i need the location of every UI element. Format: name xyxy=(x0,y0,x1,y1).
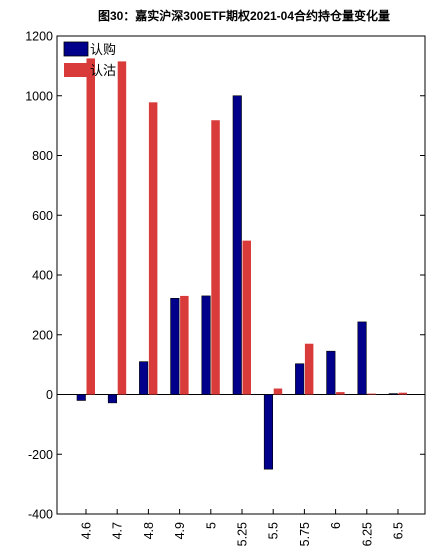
bar-put-5.25 xyxy=(242,240,251,395)
legend-swatch-call xyxy=(63,41,89,57)
bar-put-6.25 xyxy=(367,393,376,395)
x-tick-label: 5.25 xyxy=(236,522,250,546)
y-tick-label: 400 xyxy=(32,269,53,283)
x-tick-label: 4.7 xyxy=(111,522,125,539)
y-tick-label: 600 xyxy=(32,209,53,223)
legend-label-put: 认沽 xyxy=(90,63,116,78)
bar-put-6.5 xyxy=(398,392,407,395)
bar-put-4.7 xyxy=(117,61,127,395)
bar-call-6.5 xyxy=(388,393,398,395)
bar-call-4.9 xyxy=(170,298,180,395)
chart-title: 图30：嘉实沪深300ETF期权2021-04合约持仓量变化量 xyxy=(98,8,390,23)
x-tick-label: 5 xyxy=(204,522,218,529)
bar-put-5.75 xyxy=(304,343,314,395)
x-tick-label: 4.6 xyxy=(80,522,94,539)
x-tick-label: 6.25 xyxy=(360,522,374,546)
bar-call-5.25 xyxy=(232,95,242,395)
bar-call-4.7 xyxy=(107,394,117,404)
bar-put-4.9 xyxy=(180,295,189,395)
x-tick-label: 5.5 xyxy=(267,522,281,539)
bar-call-4.8 xyxy=(139,361,149,395)
y-tick-label: -200 xyxy=(28,448,53,462)
x-tick-label: 4.8 xyxy=(142,522,156,539)
bar-put-5 xyxy=(211,120,220,395)
bar-put-4.6 xyxy=(86,58,95,395)
bar-put-5.5 xyxy=(273,388,283,395)
x-tick-label: 6 xyxy=(329,522,343,529)
bars xyxy=(76,58,407,470)
bar-call-4.6 xyxy=(76,394,86,401)
legend: 认购 认沽 xyxy=(63,41,116,78)
y-tick-label: 1200 xyxy=(25,30,53,44)
y-tick-label: 0 xyxy=(46,388,53,402)
legend-label-call: 认购 xyxy=(90,42,116,57)
bar-put-6 xyxy=(336,392,345,395)
legend-swatch-put xyxy=(64,63,88,77)
bar-call-5.5 xyxy=(263,394,274,470)
y-tick-label: 800 xyxy=(32,149,53,163)
bar-call-5.75 xyxy=(295,363,305,395)
bar-call-6.25 xyxy=(357,321,367,395)
y-tick-label: -400 xyxy=(28,508,53,522)
bar-call-5 xyxy=(201,295,211,395)
x-axis: 4.6 4.7 4.8 4.9 5 5.25 5.5 5.75 6 6.25 6.5 xyxy=(80,509,406,546)
y-tick-label: 200 xyxy=(32,328,53,342)
y-tick-label: 1000 xyxy=(25,89,53,103)
bar-put-4.8 xyxy=(148,102,158,395)
x-tick-label: 4.9 xyxy=(173,522,187,539)
x-tick-label: 5.75 xyxy=(298,522,312,546)
x-tick-label: 6.5 xyxy=(392,522,406,539)
bar-call-6 xyxy=(326,350,336,395)
y-axis: -400 -200 0 200 400 600 800 1000 1200 xyxy=(25,30,425,522)
